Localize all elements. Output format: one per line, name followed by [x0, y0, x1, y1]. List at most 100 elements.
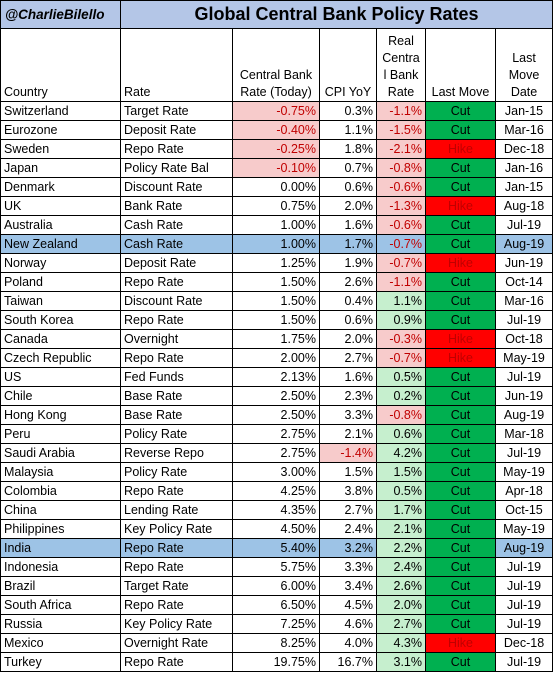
- last-move-cell: Cut: [425, 405, 496, 425]
- last-move-date-cell: Jan-15: [494, 101, 553, 121]
- last-move-date-cell: Jul-19: [494, 310, 553, 330]
- cpi-cell: 3.4%: [319, 576, 377, 596]
- country-cell: South Korea: [0, 310, 121, 330]
- rate-type-cell: Deposit Rate: [120, 120, 233, 140]
- country-cell: New Zealand: [0, 234, 121, 254]
- rate-type-cell: Fed Funds: [120, 367, 233, 387]
- table-row: Turkey Repo Rate 19.75% 16.7% 3.1% Cut Jul-19: [0, 652, 553, 672]
- real-rate-cell: 0.6%: [376, 424, 426, 444]
- central-bank-rate-cell: 19.75%: [232, 652, 320, 672]
- country-cell: US: [0, 367, 121, 387]
- central-bank-rate-cell: 2.75%: [232, 424, 320, 444]
- last-move-cell: Hike: [425, 329, 496, 349]
- last-move-cell: Cut: [425, 538, 496, 558]
- last-move-cell: Cut: [425, 519, 496, 539]
- country-cell: Norway: [0, 253, 121, 273]
- table-row: Norway Deposit Rate 1.25% 1.9% -0.7% Hike Jun-…: [0, 253, 553, 273]
- country-cell: UK: [0, 196, 121, 216]
- real-rate-cell: -2.1%: [376, 139, 426, 159]
- country-cell: Czech Republic: [0, 348, 121, 368]
- central-bank-rate-cell: 6.00%: [232, 576, 320, 596]
- last-move-date-cell: Oct-14: [494, 272, 553, 292]
- rate-type-cell: Repo Rate: [120, 481, 233, 501]
- country-cell: Malaysia: [0, 462, 121, 482]
- last-move-cell: Cut: [425, 424, 496, 444]
- table-row: Chile Base Rate 2.50% 2.3% 0.2% Cut Jun-19: [0, 386, 553, 406]
- last-move-cell: Cut: [425, 234, 496, 254]
- country-cell: Saudi Arabia: [0, 443, 121, 463]
- rate-type-cell: Repo Rate: [120, 595, 233, 615]
- table-row: India Repo Rate 5.40% 3.2% 2.2% Cut Aug-19: [0, 538, 553, 558]
- table-title: Global Central Bank Policy Rates: [119, 0, 553, 29]
- real-rate-cell: 2.7%: [376, 614, 426, 634]
- last-move-cell: Cut: [425, 272, 496, 292]
- last-move-date-cell: May-19: [494, 348, 553, 368]
- last-move-cell: Cut: [425, 101, 496, 121]
- central-bank-rate-cell: 6.50%: [232, 595, 320, 615]
- cpi-cell: 1.9%: [319, 253, 377, 273]
- real-rate-cell: 0.5%: [376, 481, 426, 501]
- last-move-date-cell: Dec-18: [494, 139, 553, 159]
- last-move-date-cell: Aug-18: [494, 196, 553, 216]
- rate-type-cell: Deposit Rate: [120, 253, 233, 273]
- central-bank-rate-cell: -0.40%: [232, 120, 320, 140]
- real-rate-cell: 1.5%: [376, 462, 426, 482]
- last-move-cell: Hike: [425, 253, 496, 273]
- last-move-cell: Cut: [425, 652, 496, 672]
- last-move-date-cell: Jul-19: [494, 557, 553, 577]
- last-move-date-cell: Jul-19: [494, 215, 553, 235]
- last-move-cell: Cut: [425, 367, 496, 387]
- last-move-date-cell: Mar-16: [494, 291, 553, 311]
- rate-type-cell: Base Rate: [120, 386, 233, 406]
- cpi-cell: 0.3%: [319, 101, 377, 121]
- rate-type-cell: Target Rate: [120, 101, 233, 121]
- last-move-cell: Hike: [425, 196, 496, 216]
- rate-type-cell: Overnight Rate: [120, 633, 233, 653]
- last-move-date-cell: Jun-19: [494, 386, 553, 406]
- central-bank-rate-cell: 5.75%: [232, 557, 320, 577]
- rate-type-cell: Policy Rate: [120, 462, 233, 482]
- country-cell: Poland: [0, 272, 121, 292]
- last-move-cell: Cut: [425, 595, 496, 615]
- country-cell: Chile: [0, 386, 121, 406]
- author-handle: @CharlieBilello: [0, 0, 121, 29]
- central-bank-rate-cell: 0.75%: [232, 196, 320, 216]
- country-cell: Australia: [0, 215, 121, 235]
- real-rate-cell: 0.2%: [376, 386, 426, 406]
- last-move-date-cell: Aug-19: [494, 234, 553, 254]
- cpi-cell: 2.7%: [319, 348, 377, 368]
- real-rate-cell: 2.4%: [376, 557, 426, 577]
- rate-type-cell: Repo Rate: [120, 652, 233, 672]
- table-row: Russia Key Policy Rate 7.25% 4.6% 2.7% Cut Jul…: [0, 614, 553, 634]
- last-move-cell: Cut: [425, 120, 496, 140]
- table-row: China Lending Rate 4.35% 2.7% 1.7% Cut Oct-15: [0, 500, 553, 520]
- real-rate-cell: -0.3%: [376, 329, 426, 349]
- central-bank-rate-cell: 2.75%: [232, 443, 320, 463]
- last-move-date-cell: Mar-16: [494, 120, 553, 140]
- last-move-cell: Cut: [425, 177, 496, 197]
- central-bank-rate-cell: 3.00%: [232, 462, 320, 482]
- last-move-date-cell: Oct-18: [494, 329, 553, 349]
- rate-type-cell: Discount Rate: [120, 177, 233, 197]
- header-last-move: Last Move: [425, 28, 496, 102]
- country-cell: Denmark: [0, 177, 121, 197]
- table-row: Canada Overnight 1.75% 2.0% -0.3% Hike Oct-18: [0, 329, 553, 349]
- last-move-cell: Cut: [425, 614, 496, 634]
- real-rate-cell: -1.1%: [376, 272, 426, 292]
- last-move-date-cell: Jul-19: [494, 367, 553, 387]
- last-move-date-cell: Mar-18: [494, 424, 553, 444]
- cpi-cell: 2.0%: [319, 196, 377, 216]
- rate-type-cell: Policy Rate Bal: [120, 158, 233, 178]
- last-move-cell: Cut: [425, 310, 496, 330]
- last-move-date-cell: Jul-19: [494, 576, 553, 596]
- country-cell: Indonesia: [0, 557, 121, 577]
- central-bank-rate-cell: 2.50%: [232, 405, 320, 425]
- cpi-cell: -1.4%: [319, 443, 377, 463]
- country-cell: Switzerland: [0, 101, 121, 121]
- table-row: South Africa Repo Rate 6.50% 4.5% 2.0% Cut Jul…: [0, 595, 553, 615]
- last-move-date-cell: Jul-19: [494, 443, 553, 463]
- cpi-cell: 2.6%: [319, 272, 377, 292]
- cpi-cell: 4.0%: [319, 633, 377, 653]
- central-bank-rate-cell: 0.00%: [232, 177, 320, 197]
